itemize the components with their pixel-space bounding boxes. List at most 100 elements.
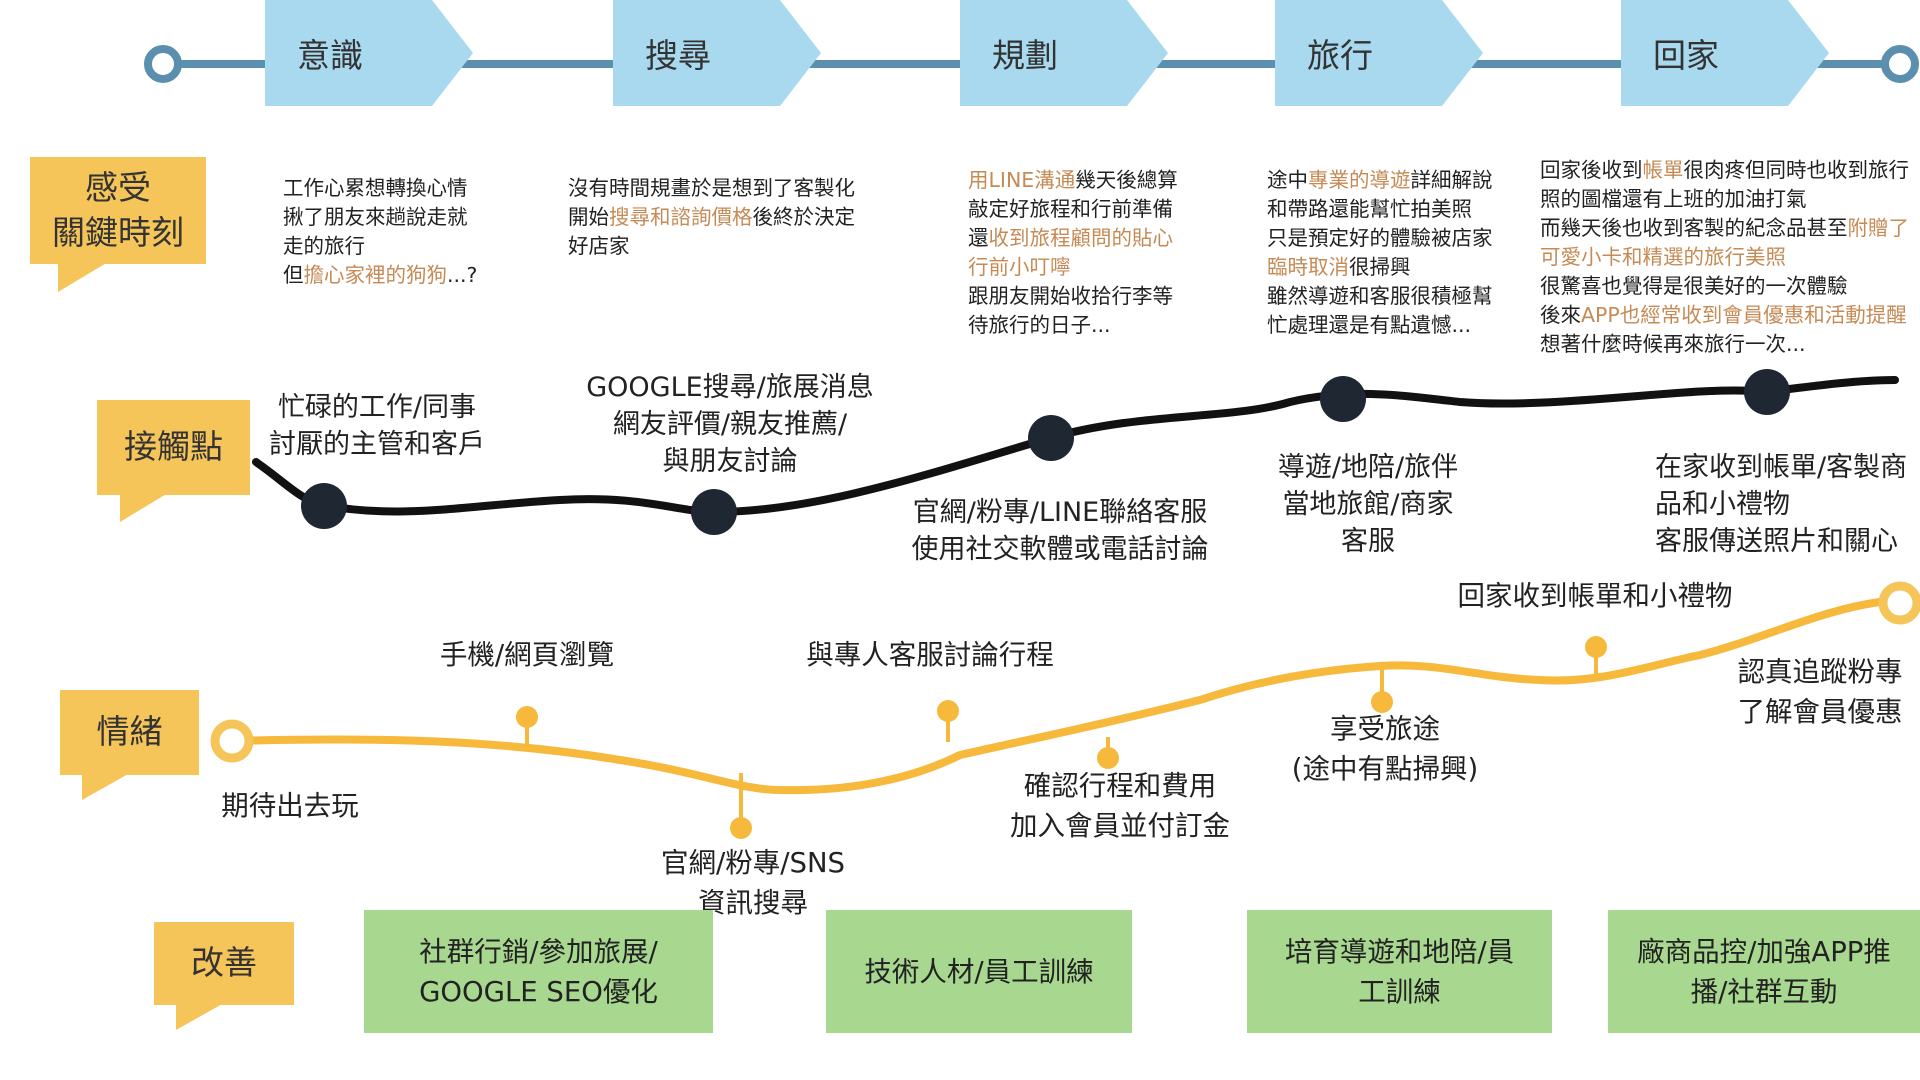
touchpoint-text: 導遊/地陪/旅伴 當地旅館/商家 客服 [1258, 449, 1478, 560]
emotion-line: 與專人客服討論行程 [806, 639, 1054, 671]
moment-phrase: 走的旅行 [283, 234, 365, 258]
key-moment-line: 想著什麼時候再來旅行一次... [1540, 330, 1909, 359]
touchpoint-curve [252, 376, 1899, 517]
moments-label-line: 感受 [85, 167, 151, 207]
moment-phrase: 照的圖檔還有上班的加油打氣 [1540, 187, 1807, 211]
moment-phrase: 忙處理還是有點遺憾... [1267, 313, 1472, 337]
touchpoint-line: 當地旅館/商家 [1282, 489, 1454, 520]
moment-phrase: 沒有時間規畫於是想到了客製化 [568, 176, 855, 200]
touchpoint-dot [1028, 415, 1074, 461]
key-moment-line: 但擔心家裡的狗狗...? [283, 261, 477, 290]
key-moment-text: 沒有時間規畫於是想到了客製化開始搜尋和諮詢價格後終於決定 好店家 [568, 174, 855, 261]
emotion-text: 認真追蹤粉專 了解會員優惠 [1725, 652, 1915, 732]
touchpoint-line: 品和小禮物 [1655, 489, 1790, 520]
highlighted-phrase: 用LINE溝通 [968, 168, 1076, 192]
moment-phrase: 很肉疼但同時也收到旅行 [1683, 158, 1910, 182]
improvement-box: 培育導遊和地陪/員 工訓練 [1247, 910, 1552, 1033]
moment-phrase: 揪了朋友來趟說走就 [283, 205, 468, 229]
moment-phrase: 和帶路還能幫忙拍美照 [1267, 197, 1472, 221]
emotion-text: 官網/粉專/SNS 資訊搜尋 [628, 843, 878, 923]
improvement-text: 技術人材/員工訓練 [864, 952, 1093, 992]
emotion-pins [516, 636, 1607, 839]
key-moment-line: 照的圖檔還有上班的加油打氣 [1540, 185, 1909, 214]
moment-phrase: 詳細解說 [1410, 168, 1493, 192]
key-moment-line: 途中專業的導遊詳細解說 [1267, 166, 1493, 195]
highlighted-phrase: 附贈了 [1847, 216, 1910, 240]
stage-label: 旅行 [1307, 36, 1373, 75]
touchpoint-dot [691, 489, 737, 535]
highlighted-phrase: 臨時取消 [1267, 255, 1349, 279]
improvement-line: 培育導遊和地陪/員 [1284, 935, 1515, 968]
key-moment-line: 開始搜尋和諮詢價格後終於決定 [568, 203, 855, 232]
stage-arrow [1621, 0, 1829, 106]
emotion-pin [516, 706, 538, 728]
improvement-line: GOOGLE SEO優化 [419, 975, 658, 1008]
key-moment-line: 還收到旅程顧問的貼心 [968, 224, 1178, 253]
stage-arrows [265, 0, 1829, 106]
moment-phrase: 只是預定好的體驗被店家 [1267, 226, 1493, 250]
moments-bubble [30, 157, 206, 264]
touchpoint-text: 忙碌的工作/同事 討厭的主管和客戶 [262, 389, 492, 463]
emotion-text: 回家收到帳單和小禮物 [1440, 576, 1750, 616]
stage-label: 搜尋 [645, 36, 711, 75]
moments-label-line: 關鍵時刻 [52, 212, 184, 252]
moment-phrase: 回家後收到 [1540, 158, 1643, 182]
improvement-bubble-tail [176, 1003, 224, 1030]
key-moment-line: 回家後收到帳單很肉疼但同時也收到旅行 [1540, 156, 1909, 185]
touchpoint-line: 討厭的主管和客戶 [269, 429, 485, 460]
touchpoint-text: GOOGLE搜尋/旅展消息 網友評價/親友推薦/與朋友討論 [585, 369, 875, 480]
moment-phrase: 好店家 [568, 234, 630, 258]
moment-phrase: 還 [968, 226, 989, 250]
highlighted-phrase: 專業的導遊 [1308, 168, 1411, 192]
improvement-bubble [154, 922, 294, 1005]
touchpoint-line: 使用社交軟體或電話討論 [911, 534, 1209, 565]
emotion-pin [1585, 636, 1607, 658]
touchpoint-dot [1744, 369, 1790, 415]
moment-phrase: 開始 [568, 205, 609, 229]
improvement-box: 技術人材/員工訓練 [826, 910, 1132, 1033]
moment-phrase: 很驚喜也覺得是很美好的一次體驗 [1540, 274, 1848, 298]
emotion-pin [730, 817, 752, 839]
stage-label: 意識 [297, 36, 363, 75]
key-moment-line: 揪了朋友來趟說走就 [283, 203, 477, 232]
key-moment-line: 雖然導遊和客服很積極幫 [1267, 282, 1493, 311]
improvement-text: 培育導遊和地陪/員 工訓練 [1285, 932, 1514, 1012]
emotion-text: 期待出去玩 [190, 786, 390, 826]
key-moment-line: 只是預定好的體驗被店家 [1267, 224, 1493, 253]
key-moment-line: 用LINE溝通幾天後總算 [968, 166, 1178, 195]
emotion-line: 回家收到帳單和小禮物 [1457, 580, 1733, 612]
improvement-line: 播/社群互動 [1690, 975, 1838, 1008]
improvement-row-label: 改善 [191, 943, 257, 983]
key-moment-line: 臨時取消很掃興 [1267, 253, 1493, 282]
highlighted-phrase: 帳單 [1642, 158, 1684, 182]
touchpoint-line: 在家收到帳單/客製商 [1655, 452, 1908, 483]
touchpoint-line: 網友評價/親友推薦/ [612, 409, 848, 440]
key-moment-line: 可愛小卡和精選的旅行美照 [1540, 243, 1909, 272]
improvement-line: 工訓練 [1358, 975, 1441, 1008]
touchpoint-line: 忙碌的工作/同事 [277, 392, 477, 423]
moment-phrase: 跟朋友開始收拾行李等 [968, 284, 1173, 308]
touchpoint-text: 在家收到帳單/客製商 品和小禮物 客服傳送照片和關心 [1655, 449, 1915, 560]
improvement-line: 社群行銷/參加旅展/ [419, 935, 658, 968]
highlighted-phrase: 行前小叮嚀 [968, 255, 1071, 279]
highlighted-phrase: 搜尋和諮詢價格 [609, 205, 753, 229]
touchpoint-line: 導遊/地陪/旅伴 [1277, 452, 1459, 483]
improvement-box: 廠商品控/加強APP推 播/社群互動 [1608, 910, 1920, 1033]
key-moment-text: 用LINE溝通幾天後總算 敲定好旅程和行前準備 還收到旅程顧問的貼心 行前小叮嚀 跟朋友… [968, 166, 1178, 340]
key-moment-text: 回家後收到帳單很肉疼但同時也收到旅行 照的圖檔還有上班的加油打氣 而幾天後也收到客製… [1540, 156, 1909, 359]
emotion-text: 與專人客服討論行程 [790, 635, 1070, 675]
highlighted-phrase: 可愛小卡和精選的旅行美照 [1540, 245, 1786, 269]
emotion-text: 手機/網頁瀏覽 [412, 635, 642, 675]
key-moment-text: 工作心累想轉換心情 揪了朋友來趟說走就 走的旅行 但擔心家裡的狗狗...? [283, 174, 477, 290]
emotion-start-node [210, 719, 254, 763]
touchpoints-bubble [97, 400, 250, 495]
emotion-line: 認真追蹤粉專 [1737, 656, 1903, 688]
improvement-line: 技術人材/員工訓練 [864, 955, 1094, 988]
moment-phrase: 雖然導遊和客服很積極幫 [1267, 284, 1493, 308]
stage-label: 規劃 [992, 36, 1058, 75]
emotion-line: 期待出去玩 [221, 790, 359, 822]
emotion-line: 了解會員優惠 [1737, 696, 1903, 728]
key-moment-line: 很驚喜也覺得是很美好的一次體驗 [1540, 272, 1909, 301]
